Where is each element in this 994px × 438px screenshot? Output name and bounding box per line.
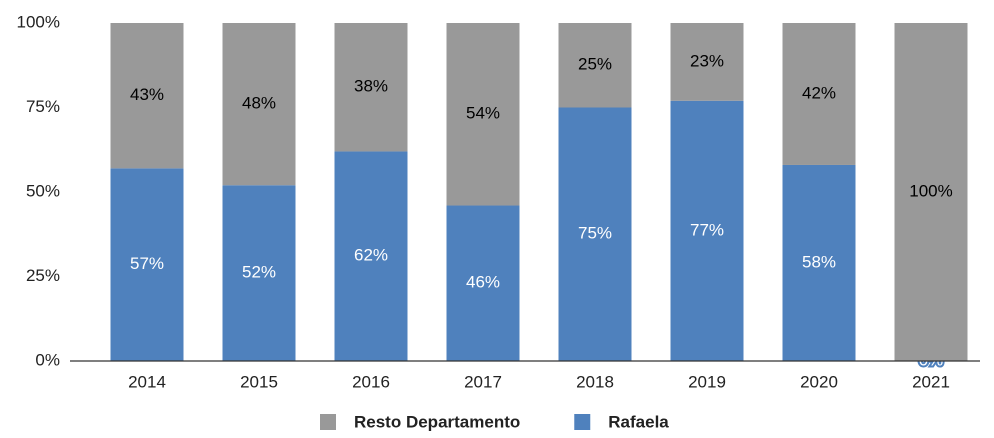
bar-segment (222, 23, 296, 186)
legend-swatch (574, 414, 591, 430)
y-tick-label: 0% (35, 350, 60, 369)
x-tick-label: 2021 (912, 372, 950, 391)
bar-segment (782, 23, 856, 165)
bar-segment (110, 168, 184, 361)
bar-segment (334, 23, 408, 152)
value-label: 75% (578, 224, 612, 243)
x-tick-label: 2017 (464, 372, 502, 391)
value-label: 62% (354, 246, 388, 265)
x-tick-label: 2014 (128, 372, 166, 391)
bar-segment (222, 185, 296, 361)
legend-label: Resto Departamento (354, 412, 520, 431)
bar-segment (558, 23, 632, 108)
value-label: 57% (130, 254, 164, 273)
bar-segment (446, 205, 520, 361)
legend-label: Rafaela (608, 412, 669, 431)
value-label: 38% (354, 77, 388, 96)
y-tick-label: 25% (26, 266, 60, 285)
y-tick-label: 75% (26, 97, 60, 116)
value-label: 52% (242, 263, 276, 282)
x-tick-label: 2016 (352, 372, 390, 391)
x-tick-label: 2018 (576, 372, 614, 391)
bar-segment (782, 164, 856, 361)
value-label: 43% (130, 85, 164, 104)
value-label: 23% (690, 51, 724, 70)
x-tick-label: 2020 (800, 372, 838, 391)
x-tick-label: 2019 (688, 372, 726, 391)
bar-segment (110, 23, 184, 169)
value-label: 54% (466, 104, 500, 123)
bar-segment (670, 23, 744, 101)
bar-segment (558, 107, 632, 361)
bar-segment (670, 100, 744, 362)
value-label: 58% (802, 252, 836, 271)
value-label: 48% (242, 94, 276, 113)
value-label: 25% (578, 55, 612, 74)
bar-segment (894, 23, 968, 361)
value-label: 42% (802, 83, 836, 102)
y-tick-label: 100% (17, 12, 60, 31)
value-label: 77% (690, 220, 724, 239)
bar-segment (334, 151, 408, 361)
legend-swatch (320, 414, 336, 430)
y-tick-label: 50% (26, 181, 60, 200)
bar-segment (446, 23, 520, 206)
x-tick-label: 2015 (240, 372, 278, 391)
value-label: 46% (466, 273, 500, 292)
value-label: 100% (909, 181, 952, 200)
